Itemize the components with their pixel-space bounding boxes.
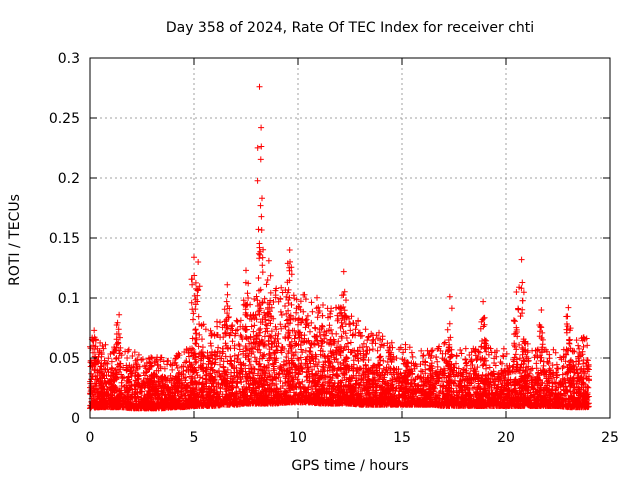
x-tick-label: 5 — [190, 430, 199, 446]
x-tick-label: 10 — [289, 430, 307, 446]
x-tick-label: 0 — [86, 430, 95, 446]
x-tick-label: 25 — [601, 430, 619, 446]
x-tick-label: 20 — [497, 430, 515, 446]
data-point-16 — [91, 327, 98, 334]
y-tick-label: 0.3 — [58, 51, 80, 67]
y-axis-label: ROTI / TECUs — [7, 194, 23, 286]
data-point-0 — [256, 83, 263, 90]
y-tick-label: 0.2 — [58, 171, 80, 187]
data-point-8 — [340, 268, 347, 275]
data-point-11 — [446, 293, 453, 300]
data-point-14 — [538, 307, 545, 313]
data-point-5 — [518, 256, 525, 263]
data-point-13 — [565, 304, 572, 311]
data-points — [87, 83, 592, 412]
data-point-12 — [480, 298, 487, 305]
scatter-point-cloud — [87, 124, 592, 412]
x-axis-label: GPS time / hours — [291, 458, 408, 474]
data-point-3 — [191, 254, 197, 261]
x-tick-label: 15 — [393, 430, 411, 446]
data-point-6 — [265, 257, 272, 264]
data-point-7 — [243, 267, 249, 274]
x-tick-labels: 0 5 10 15 20 25 — [86, 430, 619, 446]
y-tick-label: 0.05 — [49, 351, 80, 367]
data-point-2 — [286, 247, 293, 253]
y-tick-label: 0.1 — [58, 291, 80, 307]
chart-title: Day 358 of 2024, Rate Of TEC Index for r… — [166, 20, 534, 36]
y-tick-labels: 0 0.05 0.1 0.15 0.2 0.25 0.3 — [49, 51, 80, 427]
data-point-10 — [513, 289, 520, 295]
data-point-4 — [195, 259, 202, 265]
data-point-9 — [224, 281, 231, 288]
data-point-15 — [116, 311, 123, 318]
y-tick-label: 0 — [71, 411, 80, 427]
y-tick-label: 0.15 — [49, 231, 80, 247]
y-tick-label: 0.25 — [49, 111, 80, 127]
data-point-1 — [257, 202, 264, 209]
axis-ticks — [89, 57, 611, 419]
